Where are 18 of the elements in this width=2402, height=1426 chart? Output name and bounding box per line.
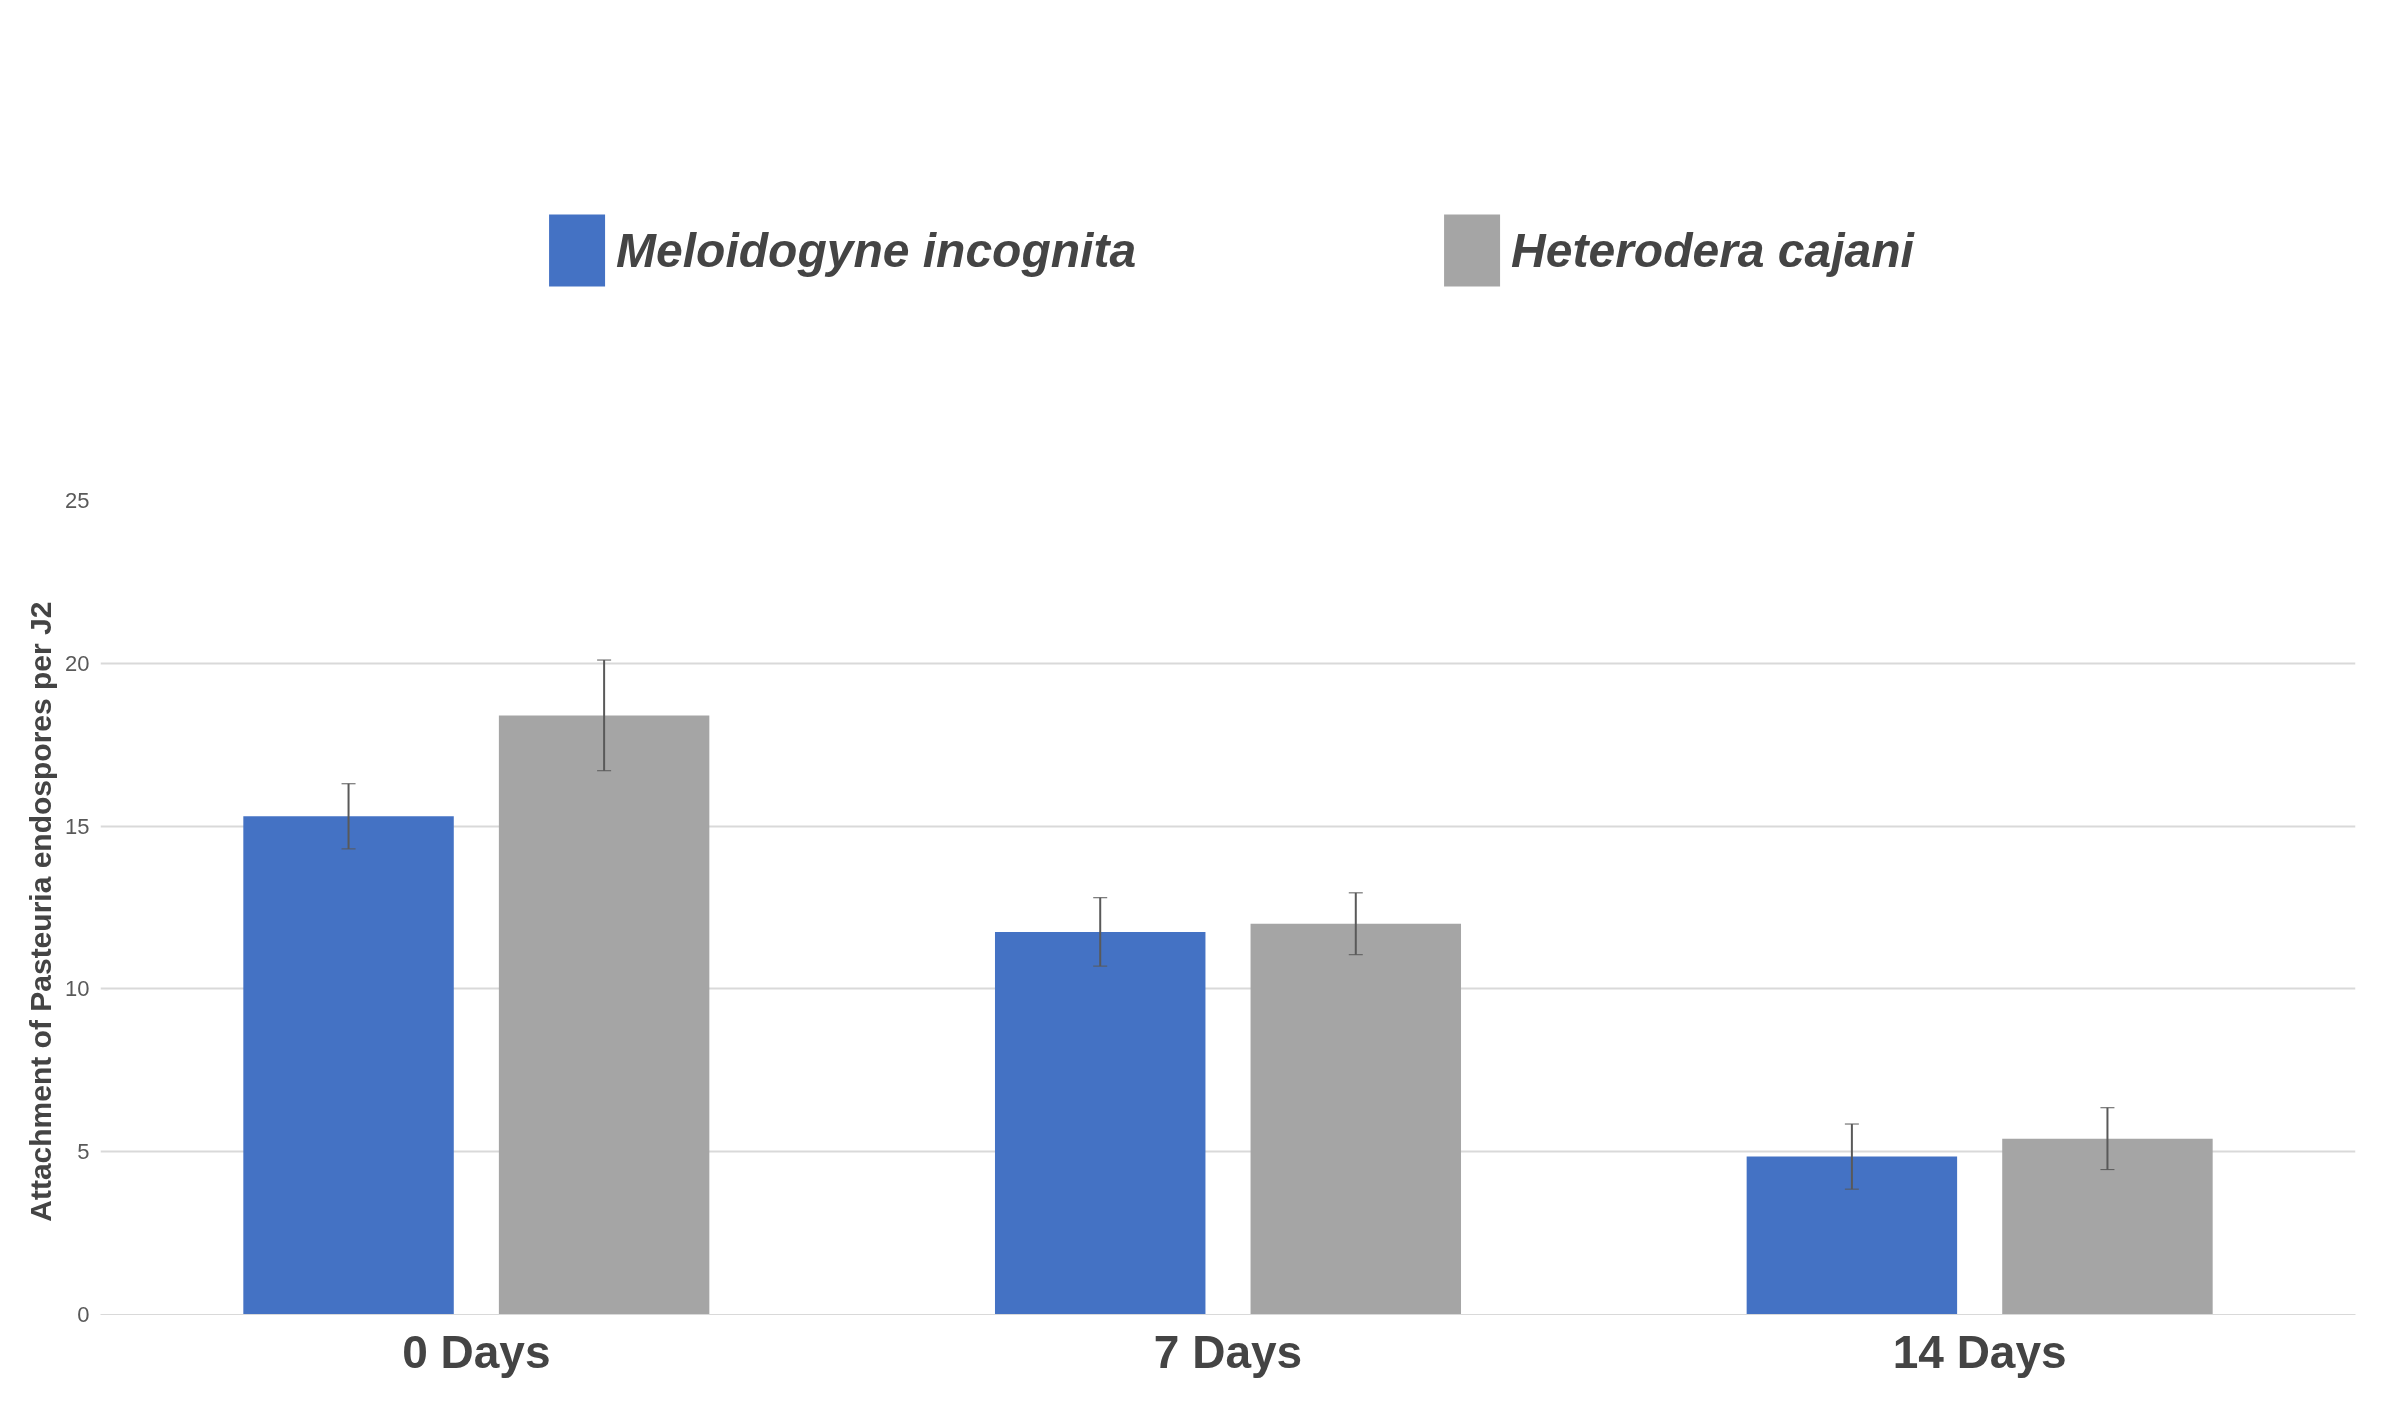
bar (1746, 1156, 1958, 1315)
x-tick-label: 7 Days (1153, 1325, 1303, 1378)
legend-label: Meloidogyne incognita (616, 222, 1137, 278)
y-tick-label: 15 (65, 813, 90, 839)
y-tick-label: 5 (77, 1139, 90, 1165)
y-tick-label: 25 (65, 488, 90, 513)
y-tick-label: 20 (65, 650, 90, 676)
y-tick-label: 10 (65, 976, 90, 1002)
bar (498, 715, 710, 1315)
bar (1250, 923, 1462, 1315)
legend-label: Heterodera cajani (1511, 222, 1914, 278)
y-tick-label: 0 (77, 1302, 90, 1327)
y-axis-title: Attachment of Pasteuria endospores per J2 (24, 601, 58, 1222)
bar (2002, 1138, 2213, 1315)
bar (243, 816, 454, 1315)
x-tick-label: 14 Days (1892, 1325, 2067, 1378)
bar (994, 931, 1206, 1315)
x-tick-label: 0 Days (402, 1325, 551, 1378)
